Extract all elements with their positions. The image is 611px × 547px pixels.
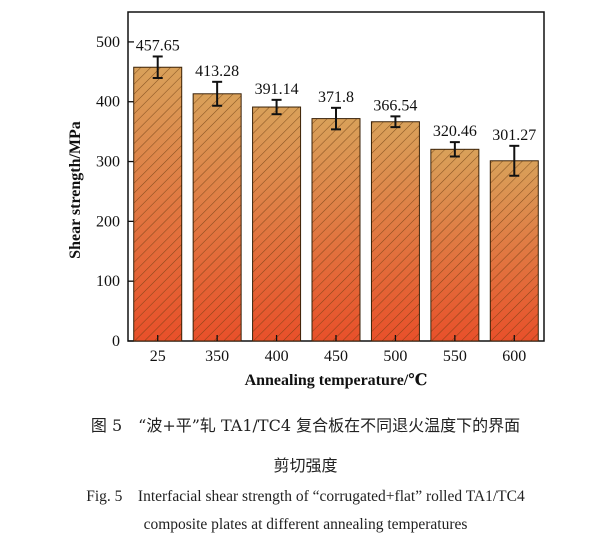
data-label: 366.54 xyxy=(373,97,417,114)
data-label: 371.8 xyxy=(318,89,354,106)
y-tick-label: 100 xyxy=(96,273,120,290)
x-tick-label: 500 xyxy=(383,348,407,365)
bar-hatch xyxy=(489,160,539,342)
x-tick-label: 600 xyxy=(502,348,526,365)
y-tick-label: 0 xyxy=(112,333,120,350)
bar-hatch xyxy=(370,121,420,342)
y-tick-label: 500 xyxy=(96,34,120,51)
data-label: 457.65 xyxy=(136,37,180,54)
data-label: 301.27 xyxy=(492,127,536,144)
data-label: 320.46 xyxy=(433,123,477,140)
x-tick-label: 550 xyxy=(443,348,467,365)
y-tick-label: 200 xyxy=(96,213,120,230)
bar-hatch xyxy=(252,106,302,342)
x-tick-label: 450 xyxy=(324,348,348,365)
x-tick-label: 25 xyxy=(150,348,166,365)
x-tick-label: 400 xyxy=(265,348,289,365)
x-tick-label: 350 xyxy=(205,348,229,365)
bar-hatch xyxy=(430,148,480,342)
bar-hatch xyxy=(133,66,183,342)
y-tick-label: 300 xyxy=(96,154,120,171)
data-label: 413.28 xyxy=(195,63,239,80)
y-tick-label: 400 xyxy=(96,94,120,111)
y-axis-title: Shear strength/MPa xyxy=(67,121,84,259)
bar-hatch xyxy=(192,93,242,342)
bar-chart: 0 100 200 300 400 500 25 457.65 350 413.28 400 391.… xyxy=(67,11,545,389)
x-axis-title: Annealing temperature/℃ xyxy=(245,372,428,389)
caption-en-line1: Fig. 5 Interfacial shear strength of “co… xyxy=(86,488,525,505)
caption-cn-line1: 图 5 “波+平”轧 TA1/TC4 复合板在不同退火温度下的界面 xyxy=(90,416,521,435)
bar-hatch xyxy=(311,118,361,342)
caption-en-line2: composite plates at different annealing … xyxy=(143,516,468,533)
data-label: 391.14 xyxy=(255,81,299,98)
caption-cn-line2: 剪切强度 xyxy=(273,456,338,475)
